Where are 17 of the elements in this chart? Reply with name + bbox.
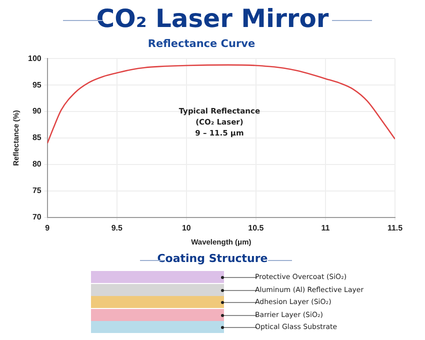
chart-title: CO₂ Laser Mirror (95, 4, 330, 33)
y-tick-label: 95 (32, 80, 42, 90)
y-tick-label: 90 (32, 106, 42, 116)
chart-subtitle: Reflectance Curve (148, 38, 256, 50)
line-series (47, 64, 395, 144)
x-tick-label: 9.5 (111, 223, 123, 232)
y-tick-label: 70 (32, 212, 42, 222)
x-tick-label: 11.5 (387, 223, 404, 232)
x-tick-label: 10.5 (248, 223, 264, 232)
y-tick-label: 85 (32, 133, 42, 142)
x-tick-label: 11 (321, 223, 330, 232)
y-tick-label: 75 (32, 186, 42, 196)
y-tick-label: 100 (28, 54, 42, 63)
text: Coating Structure (156, 252, 269, 265)
y-tick-label: 80 (32, 160, 42, 169)
x-tick-label: 10 (182, 223, 192, 232)
x-tick-label: 9 (45, 223, 50, 232)
